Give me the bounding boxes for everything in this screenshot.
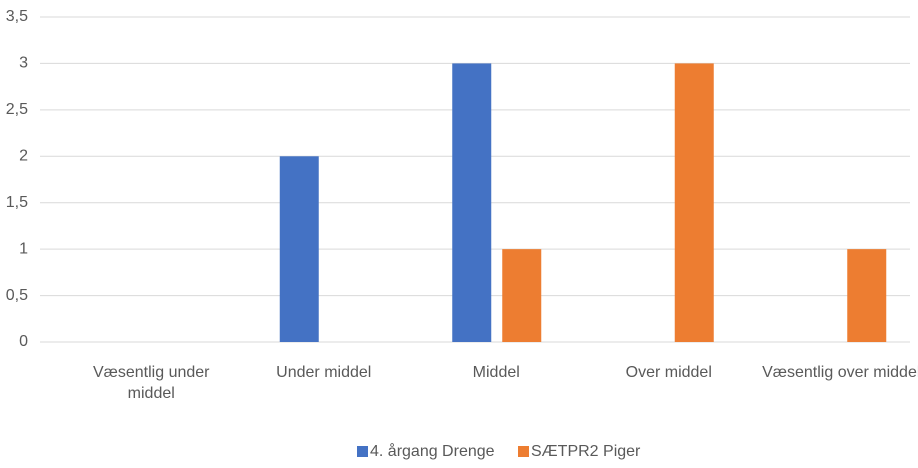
x-tick-label: Væsentlig under middel [92,364,210,402]
y-tick-label: 3,5 [6,8,28,25]
bar [502,249,542,342]
legend-label: SÆTPR2 Piger [531,443,641,460]
y-tick-label: 1 [19,240,28,257]
y-tick-label: 0,5 [6,287,28,304]
bar [847,249,887,342]
legend-label: 4. årgang Drenge [370,442,495,460]
y-tick-label: 2,5 [6,101,28,118]
legend-swatch [357,446,368,457]
y-tick-label: 2 [19,148,28,165]
x-tick-label: Over middel [625,364,712,381]
x-tick-label: Middel [472,364,520,381]
y-tick-label: 1,5 [6,194,28,211]
bar [279,156,319,342]
y-tick-label: 3 [19,55,28,72]
x-tick-label: Væsentlig over middel [762,364,918,381]
bar [452,63,492,343]
bar [674,63,714,343]
legend-swatch [518,446,529,457]
y-tick-label: 0 [19,333,28,350]
x-tick-label: Under middel [276,364,372,381]
